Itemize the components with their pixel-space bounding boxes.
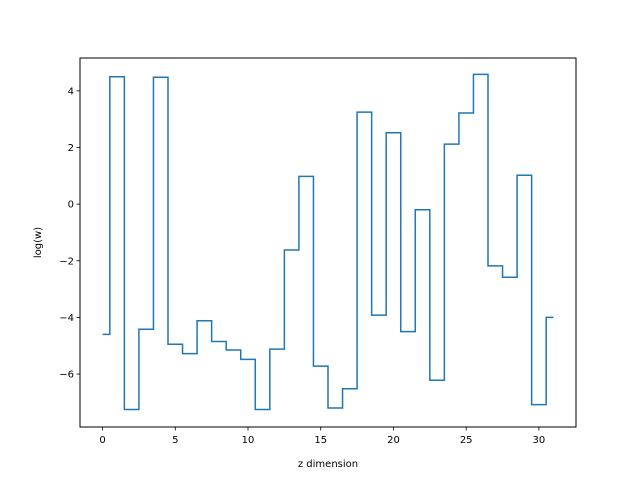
- y-tick-label: 4: [68, 86, 74, 97]
- axes-frame: [79, 57, 577, 428]
- x-tick-label: 0: [99, 435, 105, 446]
- series-line: [102, 73, 554, 411]
- x-tick-label: 15: [314, 435, 327, 446]
- x-axis: 0 5 10 15 20 25 30: [99, 427, 545, 446]
- y-tick-label: −4: [59, 313, 74, 324]
- y-axis: −6 −4 −2 0 2 4: [59, 86, 80, 381]
- x-tick-label: 20: [387, 435, 400, 446]
- y-axis-label: log(w): [33, 227, 44, 258]
- y-tick-label: −2: [59, 256, 74, 267]
- x-tick-label: 10: [242, 435, 255, 446]
- x-tick-label: 30: [533, 435, 546, 446]
- y-tick-label: 2: [68, 143, 74, 154]
- x-tick-label: 25: [460, 435, 473, 446]
- plot-area: [102, 73, 554, 411]
- x-tick-label: 5: [172, 435, 178, 446]
- y-tick-label: 0: [68, 200, 74, 211]
- x-axis-label: z dimension: [298, 459, 358, 470]
- y-tick-label: −6: [59, 370, 74, 381]
